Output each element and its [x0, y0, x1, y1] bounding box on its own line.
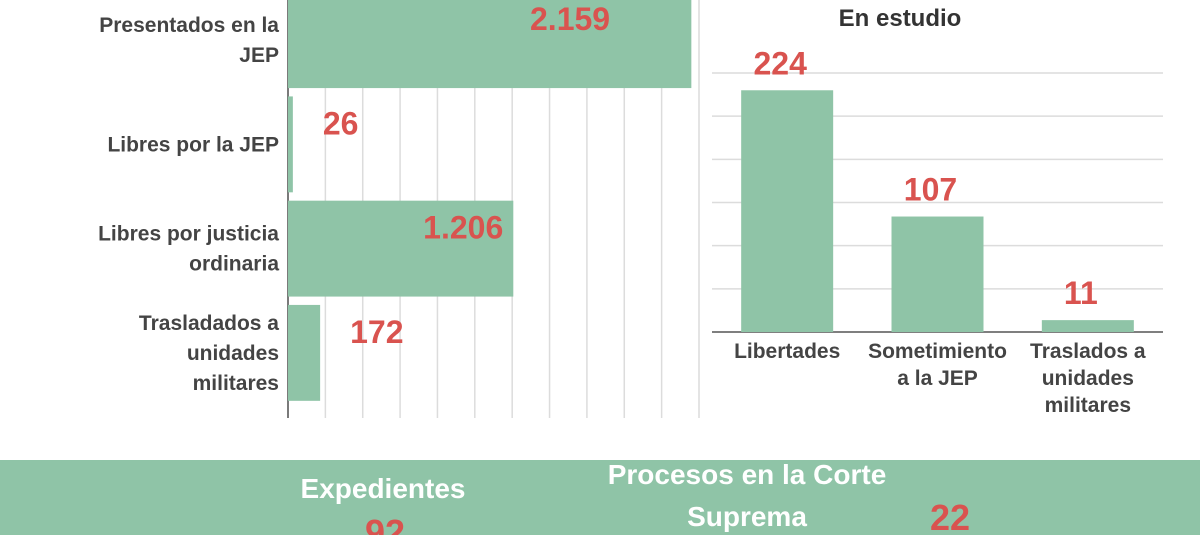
category-label: ordinaria	[189, 253, 279, 276]
category-label: Sometimiento	[868, 340, 1007, 363]
category-label: Trasladados a	[139, 312, 279, 335]
banner-label: Suprema	[687, 501, 807, 532]
chart-title: En estudio	[839, 5, 962, 32]
category-label: a la JEP	[897, 367, 978, 390]
value-label: 107	[904, 172, 957, 208]
value-label: 224	[753, 45, 807, 81]
category-label: unidades	[187, 342, 279, 365]
bar	[288, 0, 692, 89]
banner-value: 92	[365, 512, 405, 535]
bar	[1041, 320, 1134, 332]
bar	[288, 200, 514, 297]
banner-label: Procesos en la Corte	[608, 459, 887, 490]
category-label: Traslados a	[1030, 340, 1146, 363]
banner-value: 22	[930, 497, 970, 535]
bar	[288, 96, 293, 193]
category-label: unidades	[1042, 367, 1134, 390]
category-label: JEP	[239, 44, 279, 67]
value-label: 11	[1064, 275, 1098, 311]
value-label: 2.159	[530, 1, 610, 37]
value-label: 1.206	[423, 210, 503, 246]
value-label: 26	[323, 105, 359, 141]
banner-label: Expedientes	[301, 473, 466, 504]
category-label: Libres por la JEP	[107, 133, 279, 156]
bar	[288, 304, 321, 401]
category-label: militares	[1045, 394, 1131, 417]
category-label: Presentados en la	[99, 14, 279, 37]
category-label: Libres por justicia	[98, 223, 279, 246]
banner-background	[0, 460, 1200, 535]
value-label: 172	[350, 314, 403, 350]
category-label: Libertades	[734, 340, 840, 363]
bar	[741, 90, 834, 333]
bar	[891, 216, 984, 332]
category-label: militares	[193, 372, 279, 395]
